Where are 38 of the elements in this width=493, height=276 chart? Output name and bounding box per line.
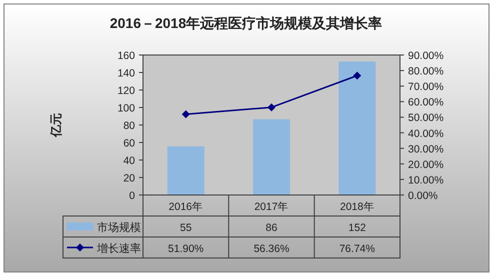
y2-tick-label: 10.00% — [408, 174, 444, 186]
bar — [253, 119, 290, 196]
bar — [167, 146, 204, 196]
x-tick-label: 2016年 — [168, 201, 204, 213]
data-label: 86 — [266, 222, 278, 234]
y2-tick-label: 20.00% — [408, 158, 444, 171]
y-tick-label: 80 — [123, 120, 136, 132]
point — [353, 72, 362, 80]
point — [182, 110, 190, 118]
y-tick-label: 140 — [117, 68, 136, 80]
legend-label: 增长速率 — [96, 242, 141, 255]
x-tick-label: 2018年 — [340, 201, 374, 213]
point — [268, 103, 276, 112]
y2-tick-label: 0.00% — [408, 190, 438, 202]
y2-tick-label: 60.00% — [408, 96, 444, 109]
y-tick-label: 60 — [123, 138, 136, 150]
y2-tick-label: 30.00% — [408, 143, 444, 156]
y-tick-label: 120 — [117, 85, 136, 97]
y2-tick-label: 50.00% — [408, 112, 444, 124]
data-label: 55 — [180, 222, 192, 234]
x-tick-label: 2017年 — [254, 201, 289, 213]
y-tick-label: 160 — [117, 50, 136, 62]
y-axis-title: 亿元 — [49, 113, 63, 138]
data-label: 152 — [348, 222, 366, 234]
y2-tick-label: 40.00% — [408, 128, 444, 140]
y2-tick-label: 90.00% — [408, 50, 444, 62]
y-tick-label: 20 — [123, 172, 136, 184]
data-label: 56.36% — [254, 243, 290, 255]
y-tick-label: 100 — [117, 102, 136, 114]
data-label: 76.74% — [339, 243, 375, 255]
y-tick-label: 40 — [123, 155, 136, 167]
bar — [338, 62, 376, 196]
y-tick-label: 0 — [129, 190, 136, 202]
legend-label: 市场规模 — [97, 221, 141, 234]
y2-tick-label: 70.00% — [408, 81, 444, 94]
data-label: 51.90% — [168, 243, 204, 255]
y2-tick-label: 80.00% — [408, 66, 444, 78]
chart-title: 2016－2018年远程医疗市场规模及其增长率 — [110, 15, 382, 31]
